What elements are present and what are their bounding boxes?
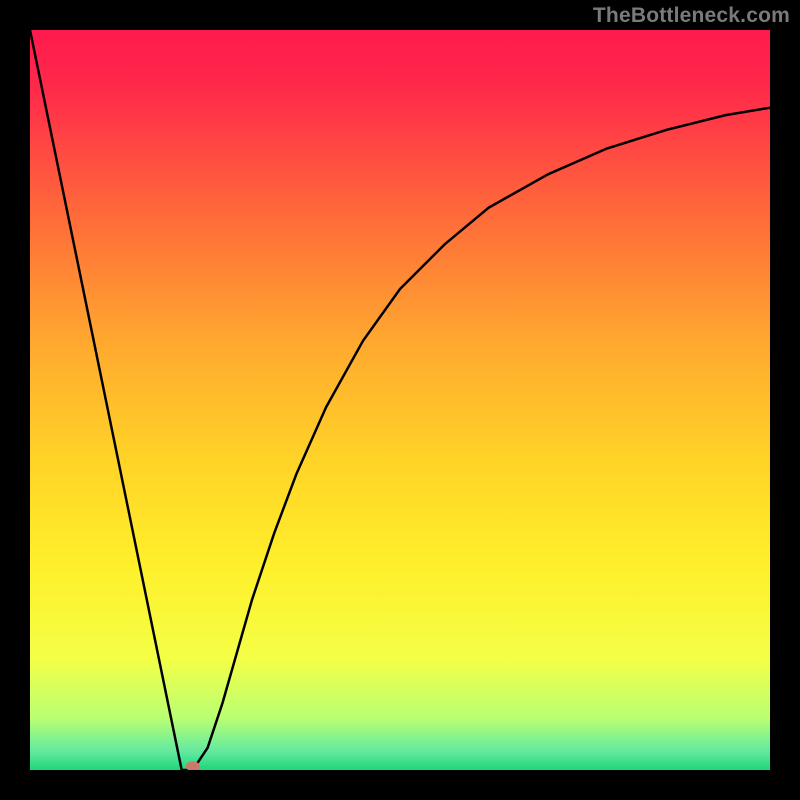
chart-container: TheBottleneck.com xyxy=(0,0,800,800)
watermark-label: TheBottleneck.com xyxy=(593,4,790,28)
plot-area xyxy=(30,30,770,770)
chart-svg xyxy=(30,30,770,770)
chart-background xyxy=(30,30,770,770)
